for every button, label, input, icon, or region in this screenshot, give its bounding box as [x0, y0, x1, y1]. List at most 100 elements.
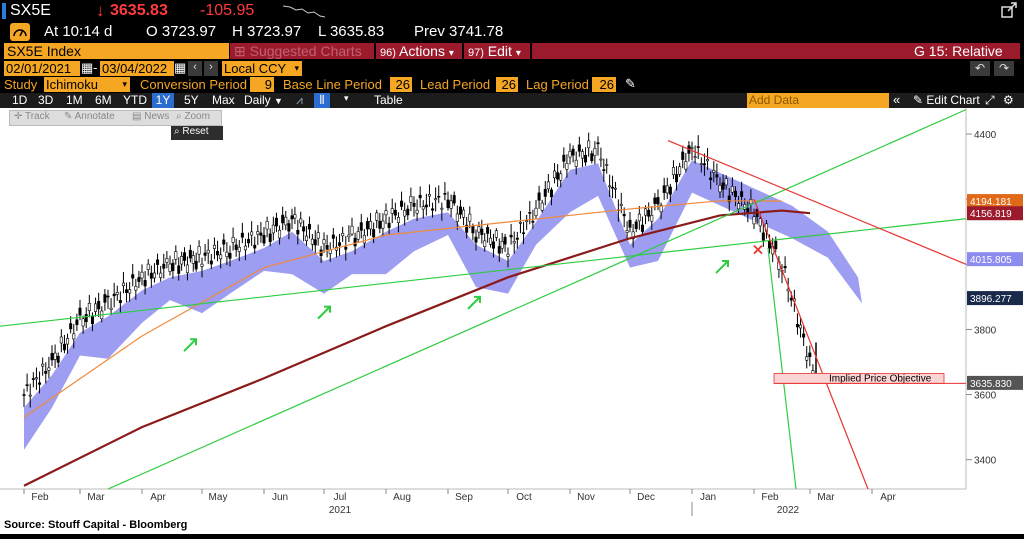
suggested-icon: ⊞ [234, 43, 246, 59]
price-candle [647, 209, 651, 217]
study-select[interactable]: Ichimoku ▾ [44, 77, 130, 92]
period-1d[interactable]: 1D [12, 93, 28, 107]
table-button[interactable]: Table [374, 93, 403, 107]
conversion-input[interactable]: 9 [250, 77, 274, 92]
chart-type-dropdown-icon[interactable]: ▾ [344, 93, 349, 103]
prev-range-button[interactable]: ‹ [188, 61, 202, 76]
price-candle [549, 189, 553, 198]
price-candle [480, 228, 484, 235]
period-1m[interactable]: 1M [66, 93, 83, 107]
price-candle [191, 255, 195, 264]
news-tool[interactable]: ▤ News [132, 111, 170, 122]
x-tick-label: Jul [334, 492, 347, 503]
zoom-tool[interactable]: ⌕ Zoom [176, 111, 210, 122]
period-ytd[interactable]: YTD [123, 93, 147, 107]
focus-marker [2, 3, 6, 19]
price-candle [631, 231, 635, 240]
price-candle [287, 223, 291, 232]
edit-menu[interactable]: 97) Edit ▾ [464, 43, 530, 59]
price-chart[interactable]: Implied Price Objective 3400 3600 3800 4400… [0, 108, 1024, 534]
price-candle [637, 213, 641, 222]
resize-icon[interactable]: ⤢ [985, 93, 995, 107]
price-candle [180, 256, 184, 265]
price-candle [174, 251, 178, 260]
actions-menu[interactable]: 96) Actions ▾ [376, 43, 462, 59]
price-candle [640, 224, 644, 232]
period-5y[interactable]: 5Y [184, 93, 199, 107]
chart-area[interactable]: Implied Price Objective 3400 3600 3800 4400… [0, 108, 1024, 534]
price-candle [47, 367, 51, 371]
price-candle [375, 212, 379, 221]
collapse-icon[interactable]: « [893, 92, 901, 107]
currency-dropdown-icon: ▾ [294, 63, 299, 73]
price-candle [706, 159, 710, 162]
price-candle [293, 214, 297, 219]
price-candle [162, 263, 166, 269]
price-candle [97, 300, 101, 310]
base-line-input[interactable]: 26 [390, 77, 412, 92]
period-1y[interactable]: 1Y [152, 93, 174, 108]
value-tag-label: 4194.181 [970, 197, 1012, 208]
price-candle [290, 215, 294, 220]
price-candle [497, 246, 501, 254]
value-tag-label: 3896.277 [970, 294, 1012, 305]
popout-icon[interactable] [1000, 2, 1018, 20]
time-label: At 10:14 d [44, 23, 113, 40]
price-candle [415, 209, 419, 214]
price-candle [274, 217, 278, 227]
price-candle [256, 231, 260, 235]
suggested-charts-button[interactable]: ⊞ Suggested Charts [230, 43, 374, 59]
price-candle [72, 333, 76, 340]
candle-chart-icon[interactable]: ⫴ [314, 93, 330, 108]
price-candle [146, 263, 150, 270]
price-candle [802, 333, 806, 338]
price-candle [75, 319, 79, 325]
end-date-field[interactable]: 03/04/2022 [100, 61, 174, 76]
line-chart-icon[interactable]: ⩘ [296, 93, 303, 107]
pencil-icon[interactable]: ✎ [625, 76, 636, 91]
price-candle [393, 209, 397, 216]
net-change: -105.95 [200, 2, 255, 19]
value-tag [967, 375, 1023, 390]
price-candle [350, 225, 354, 235]
price-candle [668, 186, 672, 195]
calendar-end-icon[interactable]: ▦ [174, 60, 187, 75]
next-range-button[interactable]: › [204, 61, 218, 76]
price-candle [271, 224, 275, 234]
price-candle [795, 323, 799, 328]
add-data-field[interactable]: Add Data [747, 93, 889, 108]
price-candle [299, 218, 303, 224]
reset-button[interactable]: ⌕ Reset [171, 126, 223, 140]
price-candle [353, 237, 357, 247]
price-candle [22, 394, 26, 396]
period-max[interactable]: Max [212, 93, 235, 107]
price-candle [580, 151, 584, 159]
price-candle [537, 192, 541, 201]
price-candle [168, 263, 172, 272]
currency-select[interactable]: Local CCY ▾ [222, 61, 302, 76]
annotate-tool[interactable]: ✎ Annotate [64, 111, 115, 122]
support-arrow [183, 338, 197, 352]
lag-input[interactable]: 26 [592, 77, 616, 92]
price-candle [131, 274, 135, 279]
track-tool[interactable]: ✛ Track [14, 111, 50, 122]
price-candle [494, 230, 498, 238]
gauge-icon [10, 23, 30, 41]
settings-icon[interactable]: ⚙ [1003, 93, 1014, 107]
start-date-field[interactable]: 02/01/2021 [4, 61, 80, 76]
ticker[interactable]: SX5E [10, 2, 51, 19]
price-candle [500, 241, 504, 249]
edit-chart-button[interactable]: ✎ Edit Chart [913, 93, 980, 107]
undo-icon[interactable]: ↶ [970, 61, 990, 76]
calendar-start-icon[interactable]: ▦ [81, 60, 94, 75]
period-3d[interactable]: 3D [38, 93, 54, 107]
frequency-select[interactable]: Daily ▼ [244, 93, 283, 107]
lead-input[interactable]: 26 [496, 77, 518, 92]
period-6m[interactable]: 6M [95, 93, 112, 107]
price-candle [313, 239, 317, 246]
security-field[interactable]: SX5E Index [4, 43, 229, 59]
price-candle [512, 241, 516, 244]
redo-icon[interactable]: ↷ [994, 61, 1014, 76]
price-candle [574, 159, 578, 167]
price-candle [534, 207, 538, 217]
